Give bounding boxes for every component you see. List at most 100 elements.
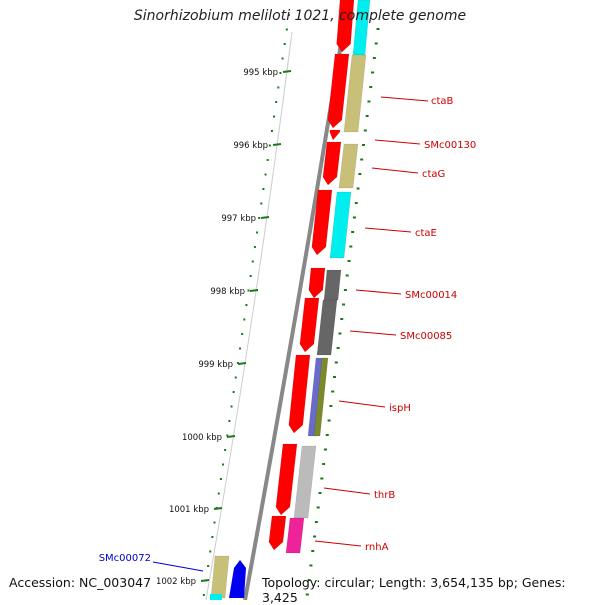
minor-tick: [205, 579, 208, 582]
major-tick: [200, 579, 210, 582]
cds-arrow: [308, 267, 326, 299]
outer-tick: [322, 463, 326, 465]
accession-text: Accession: NC_003047: [9, 575, 152, 590]
minor-tick: [215, 507, 218, 509]
cds-arrow: [336, 0, 355, 53]
cds-arrow: [327, 53, 350, 129]
outer-tick: [349, 245, 353, 248]
feature-bar: [293, 445, 317, 519]
outer-tick: [316, 506, 320, 509]
tick-label: 1002 kbp: [156, 577, 196, 587]
minor-tick: [232, 391, 235, 393]
outer-tick: [354, 202, 358, 204]
gene-label: SMc00085: [400, 331, 452, 342]
minor-tick: [209, 550, 212, 553]
major-tick: [272, 143, 282, 146]
outer-tick: [363, 129, 367, 132]
outer-tick: [342, 303, 346, 306]
outer-tick: [360, 158, 364, 161]
minor-tick: [256, 231, 259, 234]
major-tick: [282, 70, 292, 73]
major-tick: [213, 507, 223, 510]
minor-tick: [230, 405, 233, 408]
outer-tick: [376, 28, 380, 30]
gene-label: thrB: [374, 490, 395, 501]
minor-tick: [283, 43, 286, 45]
gene-leader-line: [152, 561, 204, 572]
gene-label: ctaB: [431, 96, 454, 107]
minor-tick: [268, 144, 271, 147]
minor-tick: [219, 478, 222, 480]
outer-tick: [331, 390, 335, 393]
outer-tick: [356, 187, 360, 190]
cds-arrow: [299, 297, 320, 353]
outer-tick: [336, 347, 340, 349]
outer-tick: [334, 361, 338, 364]
feature-bar: [313, 357, 329, 437]
tick-label: 999 kbp: [198, 360, 233, 370]
minor-tick: [213, 521, 216, 524]
gene-leader-line: [314, 540, 362, 547]
topology-text: Topology: circular; Length: 3,654,135 bp…: [262, 575, 566, 605]
cds-arrow: [322, 141, 342, 186]
outer-tick: [365, 115, 369, 117]
minor-tick: [207, 565, 210, 567]
minor-tick: [222, 463, 225, 466]
minor-tick: [279, 72, 282, 74]
minor-tick: [234, 376, 237, 379]
gene-leader-line: [380, 96, 429, 102]
tick-label: 998 kbp: [210, 287, 245, 297]
minor-tick: [228, 420, 231, 422]
minor-tick: [226, 434, 229, 437]
major-tick: [237, 362, 247, 365]
outer-tick: [313, 535, 317, 538]
outer-tick: [347, 260, 351, 262]
major-tick: [226, 435, 236, 438]
outer-tick: [327, 419, 331, 422]
outer-tick: [367, 100, 371, 103]
minor-tick: [251, 260, 254, 263]
minor-tick: [275, 101, 278, 103]
outer-tick: [371, 71, 375, 74]
gene-leader-line: [364, 227, 412, 233]
minor-tick: [260, 202, 263, 205]
gene-label: ctaG: [422, 169, 445, 180]
outer-tick: [320, 477, 324, 480]
tick-label: 1000 kbp: [182, 433, 222, 443]
minor-tick: [270, 130, 273, 132]
gene-leader-line: [355, 289, 402, 295]
minor-tick: [264, 173, 267, 176]
gene-label: ispH: [389, 403, 411, 414]
major-tick: [260, 216, 270, 219]
outer-tick: [362, 144, 365, 146]
feature-bar: [329, 191, 352, 259]
gene-label: ctaE: [415, 228, 437, 239]
outer-tick: [333, 376, 336, 378]
outer-tick: [329, 405, 333, 407]
tick-label: 995 kbp: [243, 68, 278, 78]
gene-leader-line: [374, 139, 421, 145]
minor-tick: [277, 86, 280, 89]
outer-tick: [314, 521, 318, 523]
outer-tick: [369, 86, 373, 88]
feature-bar: [323, 269, 342, 301]
gene-leader-line: [323, 487, 371, 495]
minor-tick: [243, 318, 246, 321]
outer-tick: [340, 318, 344, 320]
outer-tick: [351, 231, 355, 233]
outer-tick: [311, 550, 315, 552]
map-title: Sinorhizobium meliloti 1021, complete ge…: [133, 8, 467, 24]
outer-tick: [343, 289, 347, 291]
cds-arrow: [275, 443, 298, 516]
outer-tick: [372, 57, 376, 59]
feature-bar: [210, 594, 222, 600]
cds-arrow: [329, 129, 341, 141]
tick-label: 997 kbp: [221, 214, 256, 224]
minor-tick: [258, 217, 261, 219]
minor-tick: [236, 362, 239, 364]
blue-gene-arrow: [229, 560, 246, 598]
outer-tick: [309, 564, 313, 567]
gene-label: SMc00014: [405, 290, 457, 301]
gene-label: rnhA: [365, 542, 389, 553]
